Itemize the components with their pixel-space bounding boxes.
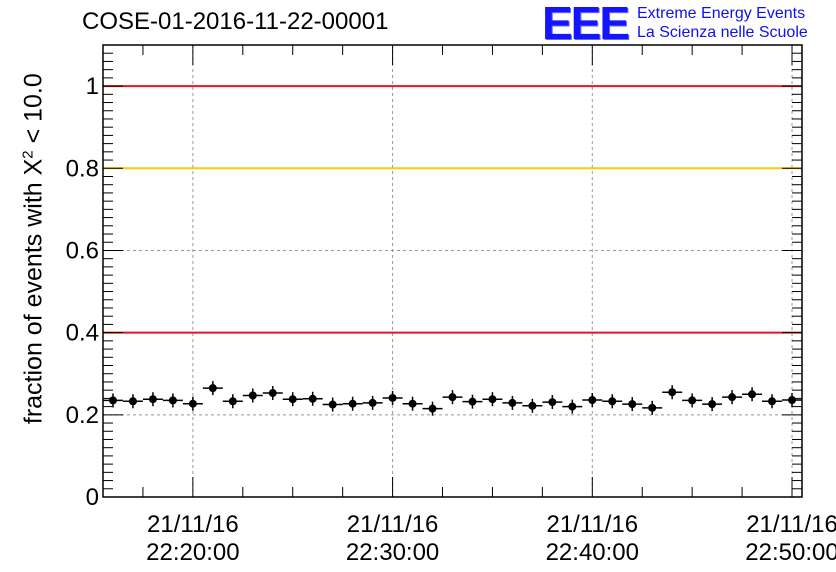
y-tick-label: 0.6 bbox=[66, 237, 99, 264]
logo-caption-line1: Extreme Energy Events bbox=[637, 5, 806, 22]
y-tick-label: 0.4 bbox=[66, 320, 99, 347]
data-point bbox=[508, 398, 517, 407]
data-point bbox=[368, 398, 377, 407]
logo-caption: Extreme Energy Events La Scienza nelle S… bbox=[637, 4, 808, 42]
data-point bbox=[328, 400, 337, 409]
data-point bbox=[528, 401, 537, 410]
data-point bbox=[488, 395, 497, 404]
data-point bbox=[668, 388, 677, 397]
data-point bbox=[308, 394, 317, 403]
data-point bbox=[468, 397, 477, 406]
data-point bbox=[348, 399, 357, 408]
eee-logo: EEE bbox=[542, 0, 630, 49]
data-point bbox=[728, 393, 737, 402]
y-tick-label: 1 bbox=[86, 73, 99, 100]
x-tick-label-time: 22:50:00 bbox=[745, 539, 836, 566]
data-point bbox=[248, 391, 257, 400]
data-point bbox=[188, 399, 197, 408]
data-point bbox=[168, 396, 177, 405]
data-point bbox=[288, 395, 297, 404]
data-point bbox=[788, 396, 797, 405]
data-point bbox=[768, 397, 777, 406]
y-tick-label: 0.2 bbox=[66, 402, 99, 429]
data-point bbox=[428, 404, 437, 413]
x-tick-label-time: 22:30:00 bbox=[346, 539, 439, 566]
data-point bbox=[448, 393, 457, 402]
data-point bbox=[688, 396, 697, 405]
x-tick-label-date: 21/11/16 bbox=[147, 511, 239, 538]
plot-frame bbox=[102, 44, 803, 498]
data-point bbox=[148, 395, 157, 404]
data-point bbox=[648, 403, 657, 412]
data-point bbox=[568, 402, 577, 411]
data-point bbox=[228, 397, 237, 406]
data-point bbox=[588, 396, 597, 405]
y-tick-label: 0 bbox=[86, 484, 99, 511]
x-tick-label-time: 22:40:00 bbox=[546, 539, 639, 566]
x-tick-label-date: 21/11/16 bbox=[746, 511, 836, 538]
data-point bbox=[708, 400, 717, 409]
data-point bbox=[268, 389, 277, 398]
x-tick-label-date: 21/11/16 bbox=[347, 511, 439, 538]
x-tick-label-time: 22:20:00 bbox=[146, 539, 239, 566]
data-point bbox=[628, 400, 637, 409]
data-point bbox=[748, 390, 757, 399]
logo-caption-line2: La Scienza nelle Scuole bbox=[637, 24, 808, 41]
x-tick-label-date: 21/11/16 bbox=[546, 511, 638, 538]
data-point bbox=[608, 397, 617, 406]
data-point bbox=[408, 399, 417, 408]
y-tick-label: 0.8 bbox=[66, 155, 99, 182]
data-point bbox=[128, 397, 137, 406]
data-point bbox=[108, 396, 117, 405]
data-point bbox=[388, 393, 397, 402]
chart-title: COSE-01-2016-11-22-00001 bbox=[82, 8, 389, 35]
data-point bbox=[548, 398, 557, 407]
data-point bbox=[208, 384, 217, 393]
